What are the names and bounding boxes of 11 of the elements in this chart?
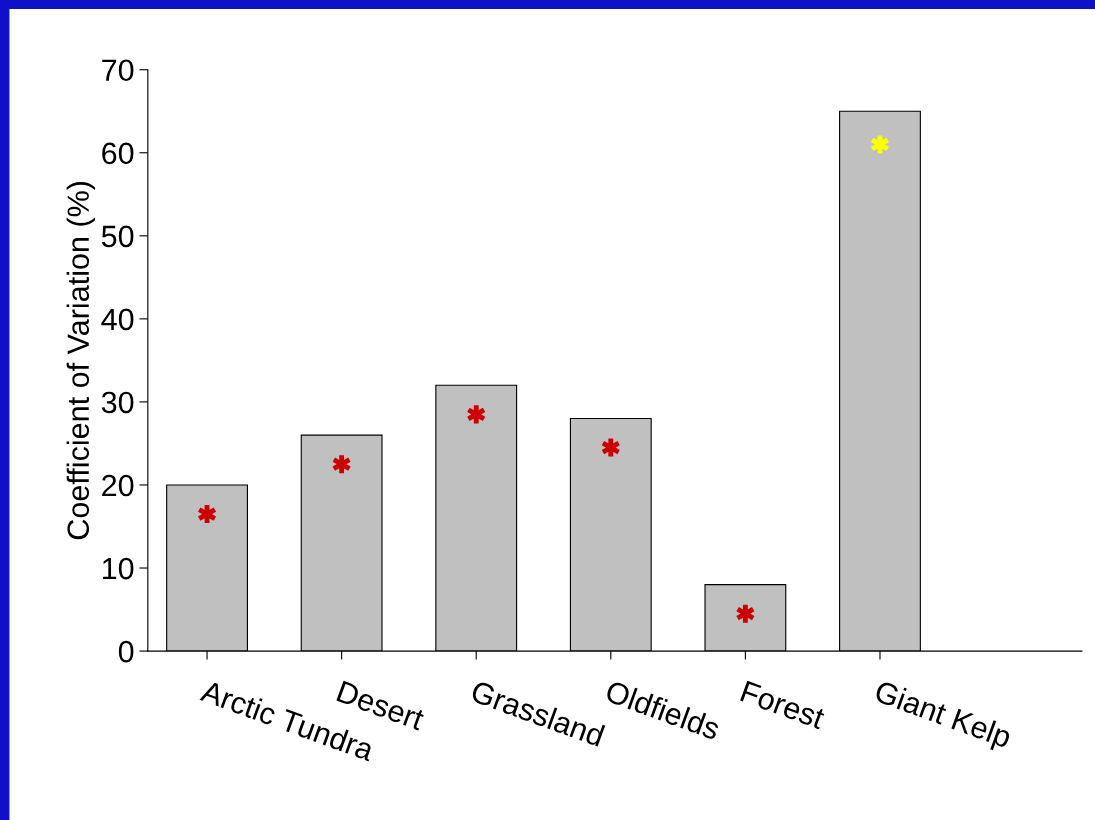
y-axis-title: Coefficient of Variation (%) [66,181,96,540]
y-tick-label: 60 [102,142,134,165]
y-tick-label: 50 [101,225,134,248]
y-tick-label: 0 [118,640,134,663]
y-tick-label: 30 [101,391,134,414]
y-tick-label: 10 [102,557,134,580]
y-tick-label: 70 [102,59,134,82]
x-tick-label: Giant Kelp [871,679,1013,754]
x-tick-label: Forest [740,680,827,730]
y-tick-label: 20 [102,474,134,497]
y-tick-label: 40 [101,308,134,331]
